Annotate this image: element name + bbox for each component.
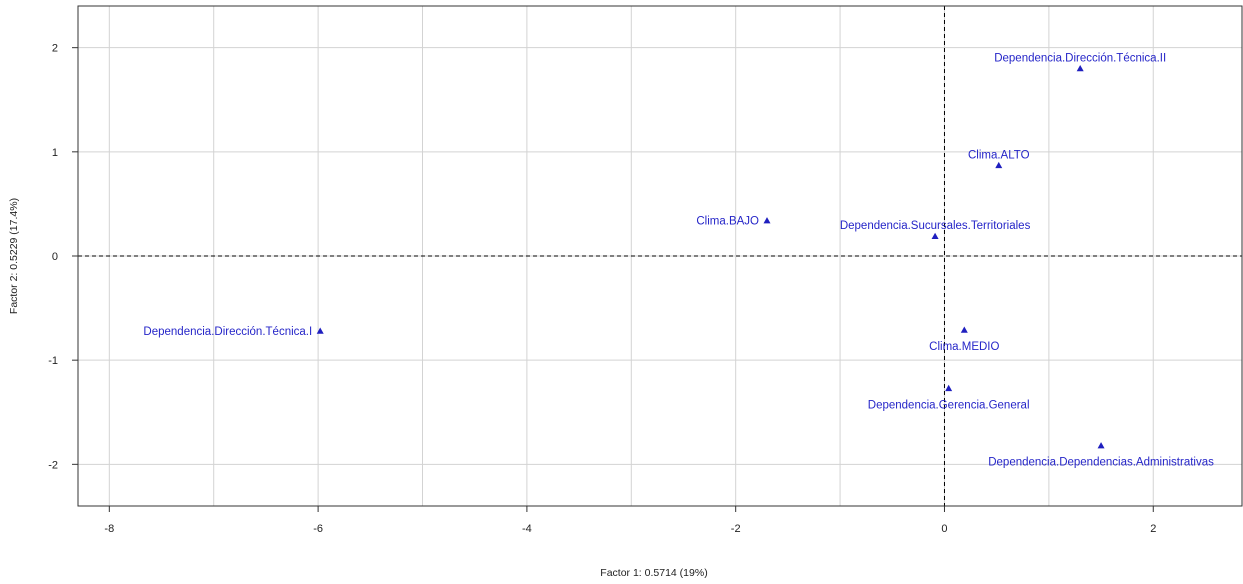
axis-ticks: -8 -6 -4 -2 0 2 -2 -1 0 1 2 (48, 43, 1156, 535)
point-marker (960, 326, 968, 333)
y-tick-label: 0 (52, 251, 58, 263)
point-marker (1076, 65, 1084, 72)
point-marker (995, 161, 1003, 169)
x-tick-label: -8 (104, 523, 114, 535)
y-tick-label: 2 (52, 43, 58, 55)
point-label: Clima.BAJO (696, 216, 759, 228)
y-tick-label: 1 (52, 147, 58, 159)
x-tick-label: -2 (731, 523, 741, 535)
x-tick-label: 0 (941, 523, 947, 535)
point-label: Dependencia.Sucursales.Territoriales (840, 220, 1031, 232)
y-axis-title: Factor 2: 0.5229 (17.4%) (8, 198, 20, 314)
point-marker (945, 384, 953, 392)
y-tick-label: -2 (48, 459, 58, 471)
y-tick-label: -1 (48, 355, 58, 367)
reference-lines (78, 6, 1242, 506)
x-axis-title: Factor 1: 0.5714 (19%) (600, 567, 707, 579)
point-label: Clima.ALTO (968, 149, 1030, 161)
point-label: Dependencia.Dirección.Técnica.II (994, 53, 1166, 65)
x-tick-label: -6 (313, 523, 323, 535)
point-label: Clima.MEDIO (929, 341, 999, 353)
x-tick-label: 2 (1150, 523, 1156, 535)
point-marker (931, 232, 939, 240)
point-label: Dependencia.Dependencias.Administrativas (988, 457, 1214, 469)
point-marker (316, 327, 324, 334)
point-label: Dependencia.Gerencia.General (868, 399, 1030, 411)
point-marker (763, 217, 771, 224)
point-label: Dependencia.Dirección.Técnica.I (143, 326, 312, 338)
point-marker (1097, 442, 1105, 449)
x-tick-label: -4 (522, 523, 532, 535)
data-points: Dependencia.Dirección.Técnica.II Clima.AL… (143, 53, 1214, 469)
